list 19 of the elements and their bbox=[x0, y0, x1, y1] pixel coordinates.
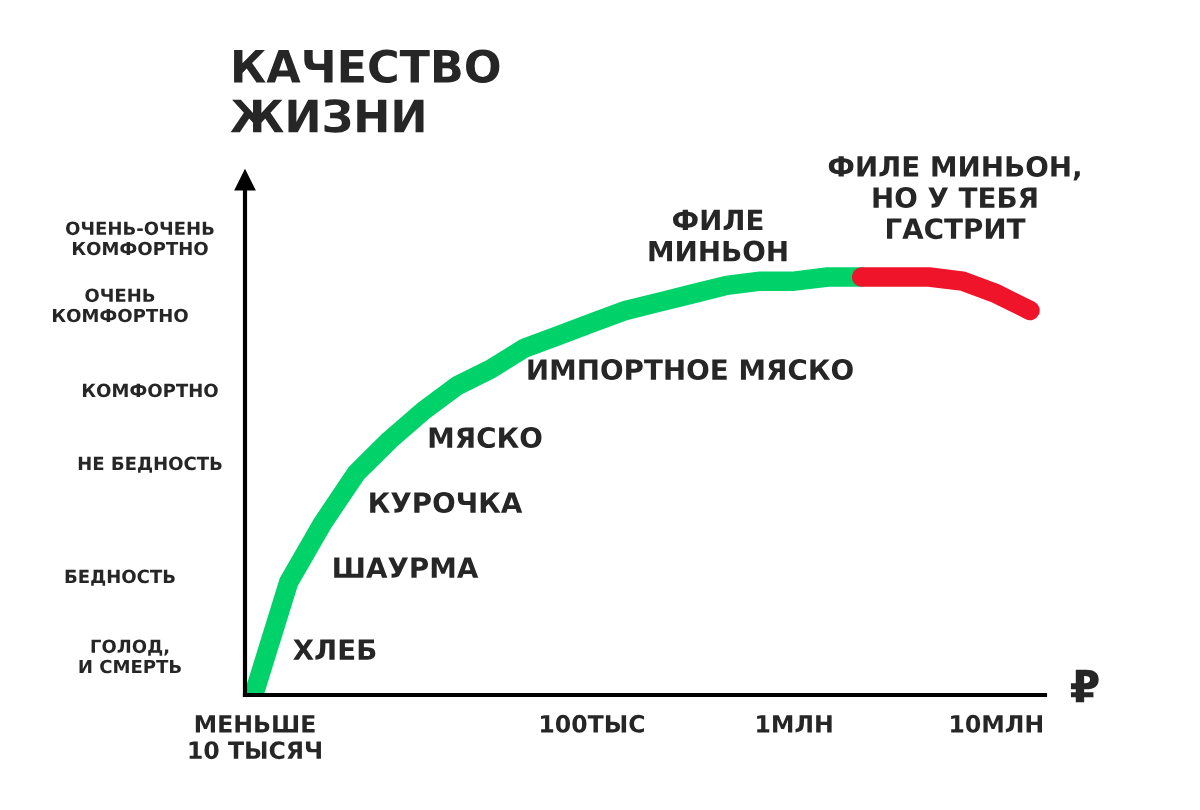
x-tick-label: 10МЛН bbox=[951, 714, 1042, 733]
text: ОЧЕНЬ-ОЧЕНЬ КОМФОРТНО bbox=[66, 221, 214, 256]
text: ФИЛЕ МИНЬОН, НО У ТЕБЯ ГАСТРИТ bbox=[828, 155, 1080, 240]
text: КОМФОРТНО bbox=[82, 383, 218, 398]
x-axis-title: ₽ bbox=[1070, 669, 1099, 703]
x-tick-label: 100ТЫС bbox=[541, 714, 645, 733]
annotation: КУРОЧКА bbox=[370, 492, 523, 514]
annotation: ШАУРМА bbox=[334, 557, 479, 578]
text: ФИЛЕ МИНЬОН bbox=[649, 209, 787, 262]
x-tick-label: 1МЛН bbox=[757, 715, 832, 733]
annotation: ХЛЕБ bbox=[293, 639, 376, 660]
y-axis-title: КАЧЕСТВО ЖИЗНИ bbox=[230, 49, 500, 133]
text: ГОЛОД, И СМЕРТЬ bbox=[79, 639, 181, 674]
text: ОЧЕНЬ КОМФОРТНО bbox=[52, 288, 188, 323]
text: НЕ БЕДНОСТЬ bbox=[78, 456, 222, 473]
text: БЕДНОСТЬ bbox=[65, 569, 175, 586]
annotation: МЯСКО bbox=[429, 427, 542, 449]
x-tick-label: МЕНЬШЕ 10 ТЫСЯЧ bbox=[189, 715, 321, 760]
annotation: ИМПОРТНОЕ МЯСКО bbox=[528, 359, 853, 381]
